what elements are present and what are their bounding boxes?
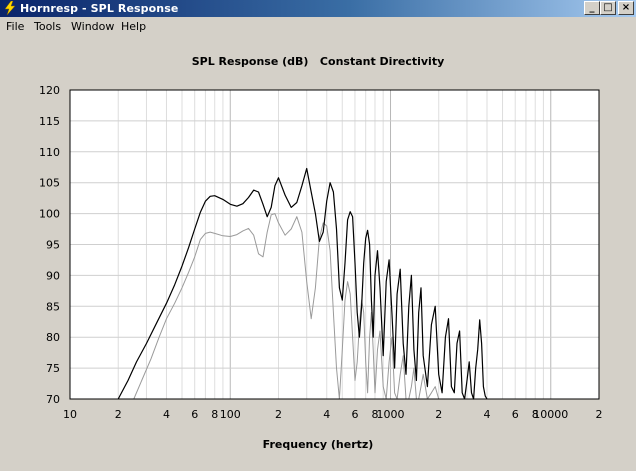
y-tick-label: 120 — [39, 84, 60, 97]
y-tick-label: 90 — [46, 269, 60, 282]
close-button[interactable]: × — [618, 1, 634, 15]
y-tick-label: 70 — [46, 393, 60, 406]
title-bar[interactable]: Hornresp - SPL Response _ □ × — [0, 0, 636, 17]
x-tick-label: 8 — [371, 408, 378, 421]
menu-file[interactable]: File — [6, 20, 25, 33]
y-tick-label: 75 — [46, 362, 60, 375]
x-tick-label: 2 — [596, 408, 603, 421]
y-tick-label: 105 — [39, 177, 60, 190]
x-tick-label: 8 — [532, 408, 539, 421]
x-tick-label: 4 — [483, 408, 490, 421]
menu-window[interactable]: Window — [71, 20, 115, 33]
x-tick-label: 1000 — [377, 408, 405, 421]
series-line-1 — [117, 167, 488, 400]
window-title: Hornresp - SPL Response — [20, 2, 179, 15]
x-tick-label: 100 — [220, 408, 241, 421]
x-tick-label: 10000 — [533, 408, 568, 421]
x-tick-label: 6 — [351, 408, 358, 421]
menu-tools[interactable]: Tools — [34, 20, 62, 33]
chart-title: SPL Response (dB) Constant Directivity — [191, 55, 445, 68]
x-tick-label: 10 — [63, 408, 77, 421]
menu-help[interactable]: Help — [121, 20, 147, 33]
x-tick-label: 6 — [512, 408, 519, 421]
x-axis-label: Frequency (hertz) — [262, 438, 374, 451]
x-tick-label: 2 — [115, 408, 122, 421]
x-tick-label: 8 — [211, 408, 218, 421]
y-tick-label: 95 — [46, 239, 60, 252]
x-tick-label: 4 — [163, 408, 170, 421]
y-tick-label: 85 — [46, 300, 60, 313]
y-tick-label: 100 — [39, 208, 60, 221]
y-tick-label: 110 — [39, 146, 60, 159]
x-tick-label: 2 — [435, 408, 442, 421]
x-tick-label: 2 — [275, 408, 282, 421]
menu-bar: File Tools Window Help — [0, 17, 636, 36]
minimize-button[interactable]: _ — [584, 1, 600, 15]
app-lightning-icon — [4, 1, 16, 15]
y-tick-label: 115 — [39, 115, 60, 128]
x-tick-label: 6 — [191, 408, 198, 421]
y-tick-label: 80 — [46, 331, 60, 344]
x-tick-label: 4 — [323, 408, 330, 421]
plot-frame — [69, 89, 600, 400]
maximize-button[interactable]: □ — [600, 1, 616, 15]
